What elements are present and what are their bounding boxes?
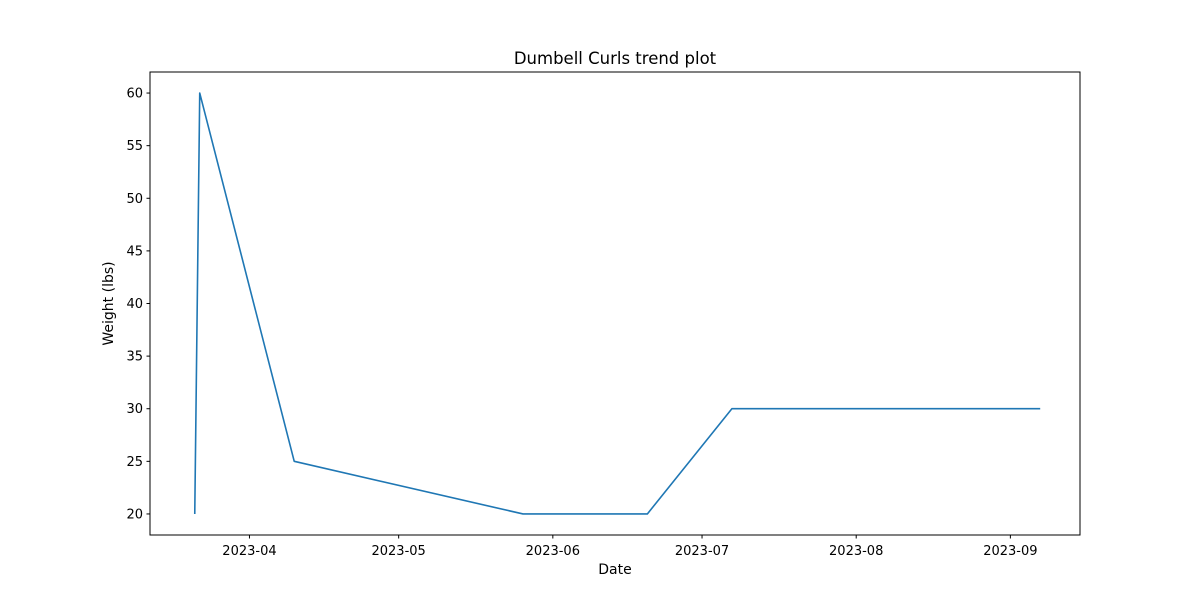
y-tick-label: 50 <box>126 192 143 207</box>
series-layer <box>193 92 1041 515</box>
x-tick-label: 2023-06 <box>526 544 580 559</box>
y-tick-label: 25 <box>126 455 143 470</box>
x-tick-label: 2023-04 <box>222 544 276 559</box>
x-axis-label: Date <box>598 562 631 578</box>
series-line <box>193 92 1041 515</box>
x-tick-label: 2023-08 <box>829 544 883 559</box>
x-tick-label: 2023-07 <box>675 544 729 559</box>
y-tick-label: 35 <box>126 350 143 365</box>
x-tick-label: 2023-05 <box>371 544 425 559</box>
x-tick-label: 2023-09 <box>983 544 1037 559</box>
y-tick-label: 45 <box>126 244 143 259</box>
y-tick-label: 60 <box>126 87 143 102</box>
plot-frame <box>149 71 1081 536</box>
plot-area <box>150 72 1080 535</box>
x-axis: 2023-04 2023-05 2023-06 2023-07 2023-08 2023-… <box>222 535 1038 559</box>
y-tick-label: 30 <box>126 402 143 417</box>
y-axis: 20 25 30 35 40 45 50 55 60 <box>126 87 150 522</box>
chart-title: Dumbell Curls trend plot <box>514 49 717 68</box>
y-axis-label: Weight (lbs) <box>101 261 117 345</box>
y-tick-label: 40 <box>126 297 143 312</box>
plot-background <box>150 72 1080 535</box>
y-tick-label: 55 <box>126 139 143 154</box>
y-tick-label: 20 <box>126 507 143 522</box>
